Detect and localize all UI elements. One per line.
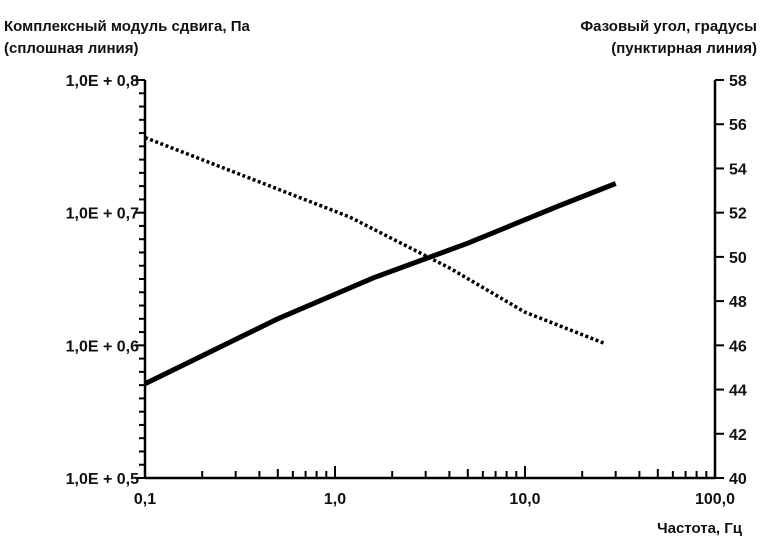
right-y-tick-label: 58	[729, 73, 747, 90]
right-y-tick-label: 40	[729, 471, 747, 488]
right-y-tick-label: 48	[729, 294, 747, 311]
right-y-tick-label: 42	[729, 427, 747, 444]
phase-angle-series-line	[144, 135, 605, 345]
right-y-tick-label: 44	[729, 383, 747, 400]
data-series	[143, 135, 617, 387]
left-axis-title-line-2: (сплошная линия)	[4, 40, 139, 57]
right-y-tick-label: 50	[729, 250, 747, 267]
right-y-tick-label: 54	[729, 161, 747, 178]
shear-modulus-series-line	[143, 181, 617, 387]
left-y-tick-label: 1,0E + 0,5	[66, 471, 139, 488]
x-tick-label: 1,0	[324, 491, 346, 508]
right-y-tick-label: 56	[729, 117, 747, 134]
axis-ticks	[135, 79, 724, 479]
x-tick-label: 100,0	[695, 491, 735, 508]
left-y-tick-label: 1,0E + 0,8	[66, 73, 139, 90]
right-axis-title-line-1: Фазовый угол, градусы	[580, 18, 757, 35]
tick-labels: 0,1 1,0 10,0 100,0 1,0E + 0,5 1,0E + 0,6 1,0E …	[66, 73, 747, 508]
left-axis-title-line-1: Комплексный модуль сдвига, Па	[4, 18, 251, 35]
x-tick-label: 10,0	[509, 491, 540, 508]
right-y-tick-label: 52	[729, 206, 747, 223]
left-y-tick-label: 1,0E + 0,7	[66, 206, 139, 223]
right-y-tick-label: 46	[729, 338, 747, 355]
right-axis-title-line-2: (пунктирная линия)	[611, 40, 757, 57]
left-y-tick-label: 1,0E + 0,6	[66, 338, 139, 355]
x-tick-label: 0,1	[134, 491, 156, 508]
x-axis-title: Частота, Гц	[657, 520, 743, 537]
